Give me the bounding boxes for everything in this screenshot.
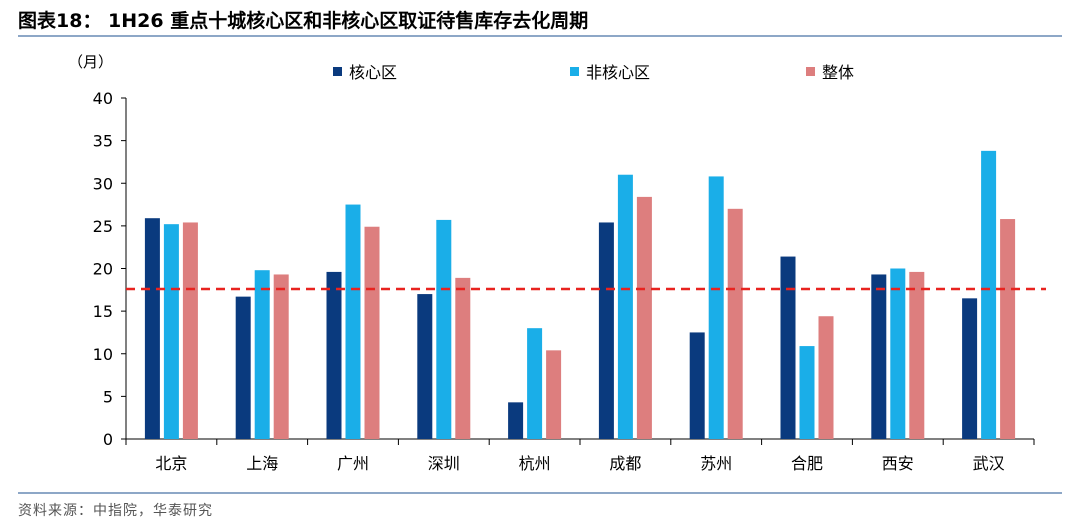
bar-overall — [455, 277, 471, 439]
bar-core — [508, 402, 524, 439]
bar-noncore — [708, 176, 724, 439]
legend-label: 非核心区 — [586, 63, 650, 82]
x-tick-label: 苏州 — [700, 454, 732, 473]
bar-core — [417, 294, 433, 439]
bar-noncore — [799, 346, 815, 439]
bar-overall — [636, 196, 652, 439]
top-divider — [18, 35, 1062, 37]
bar-core — [598, 222, 614, 439]
y-tick-label: 25 — [93, 217, 113, 236]
x-tick-label: 广州 — [337, 454, 369, 473]
bar-noncore — [617, 174, 633, 439]
legend-swatch — [806, 67, 815, 76]
bar-overall — [818, 316, 834, 439]
bottom-divider — [18, 492, 1062, 494]
x-tick-label: 合肥 — [791, 454, 823, 473]
bar-core — [235, 296, 251, 439]
bar-noncore — [527, 328, 543, 439]
x-tick-label: 西安 — [882, 454, 914, 473]
y-tick-label: 20 — [93, 260, 113, 279]
x-tick-label: 武汉 — [973, 454, 1005, 473]
bar-core — [962, 298, 978, 439]
legend-label: 整体 — [822, 63, 854, 82]
y-tick-label: 5 — [103, 387, 113, 406]
bar-overall — [909, 271, 925, 439]
legend-swatch — [570, 67, 579, 76]
figure-title: 图表18： 1H26 重点十城核心区和非核心区取证待售库存去化周期 — [18, 10, 589, 32]
x-tick-label: 深圳 — [428, 454, 460, 473]
bar-core — [326, 271, 342, 439]
bar-noncore — [345, 204, 361, 439]
bar-noncore — [254, 270, 270, 439]
x-tick-label: 杭州 — [519, 454, 551, 473]
bar-core — [689, 332, 705, 439]
bar-core — [144, 218, 160, 439]
y-tick-label: 15 — [93, 302, 113, 321]
bar-noncore — [163, 224, 179, 439]
bar-noncore — [436, 219, 452, 439]
bar-noncore — [981, 150, 997, 440]
bar-overall — [364, 226, 380, 439]
y-tick-label: 0 — [103, 430, 113, 449]
y-tick-label: 30 — [93, 174, 113, 193]
x-tick-label: 上海 — [246, 454, 278, 473]
bar-overall — [182, 222, 198, 439]
source-note: 资料来源：中指院，华泰研究 — [18, 503, 213, 519]
y-tick-label: 40 — [93, 89, 113, 108]
legend-label: 核心区 — [349, 63, 397, 82]
bar-noncore — [890, 268, 906, 439]
y-tick-label: 35 — [93, 132, 113, 151]
bar-overall — [273, 274, 289, 439]
y-axis-unit-label: （月） — [68, 53, 113, 71]
bar-overall — [727, 208, 743, 439]
x-tick-label: 北京 — [155, 454, 187, 473]
bar-core — [780, 256, 796, 439]
x-tick-label: 成都 — [609, 454, 641, 473]
y-tick-label: 10 — [93, 345, 113, 364]
bar-overall — [546, 350, 562, 439]
bar-overall — [1000, 219, 1016, 439]
bar-core — [871, 274, 887, 439]
legend-swatch — [333, 67, 342, 76]
bar-chart: （月） 0 5 10 15 20 25 30 35 40 北京 上海 广州 深圳 杭州 成都 苏州 合肥 西安 武汉 核… — [68, 53, 1046, 473]
